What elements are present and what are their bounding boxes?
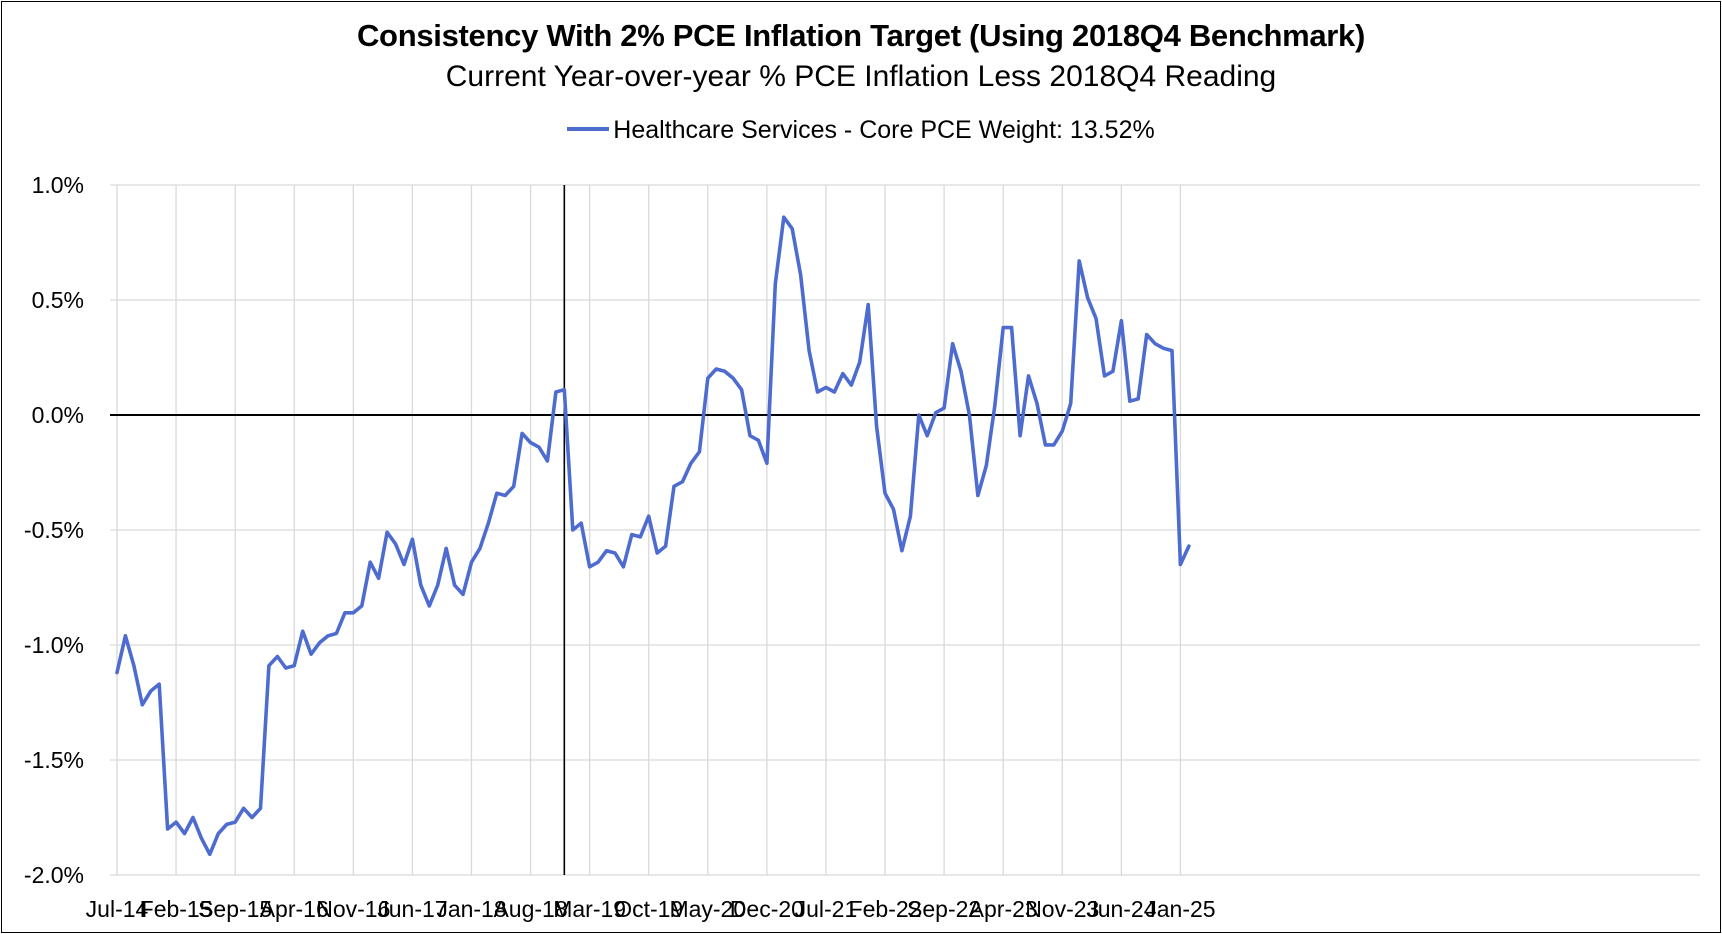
- y-tick-label: 0.0%: [32, 402, 84, 428]
- y-tick-label: 1.0%: [32, 172, 84, 198]
- x-tick-label: Nov-16: [316, 896, 390, 922]
- x-tick-label: Sep-22: [907, 896, 981, 922]
- x-tick-label: Jun-24: [1086, 896, 1157, 922]
- y-tick-label: 0.5%: [32, 287, 84, 313]
- x-tick-label: Jul-21: [795, 896, 858, 922]
- chart-title: Consistency With 2% PCE Inflation Target…: [356, 18, 1366, 53]
- x-tick-label: Feb-22: [849, 896, 922, 922]
- x-tick-label: Feb-15: [140, 896, 213, 922]
- legend-swatch: [567, 127, 610, 132]
- chart-subtitle: Current Year-over-year % PCE Inflation L…: [445, 60, 1277, 93]
- x-tick-label: Apr-23: [969, 896, 1038, 922]
- x-tick-label: Sep-15: [198, 896, 272, 922]
- x-tick-label: Jan-25: [1145, 896, 1215, 922]
- x-tick-label: Mar-19: [553, 896, 626, 922]
- legend-label: Healthcare Services - Core PCE Weight: 1…: [613, 116, 1155, 144]
- y-tick-label: -0.5%: [24, 517, 84, 543]
- x-tick-label: Oct-19: [614, 896, 683, 922]
- x-tick-label: Jun-17: [377, 896, 447, 922]
- x-tick-label: Jan-18: [436, 896, 506, 922]
- series-line: [115, 215, 1191, 857]
- x-tick-label: Aug-18: [493, 896, 567, 922]
- x-tick-label: May-20: [669, 896, 746, 922]
- x-tick-label: Dec-20: [730, 896, 804, 922]
- x-tick-label: Nov-23: [1025, 896, 1099, 922]
- y-tick-label: -1.0%: [24, 632, 84, 658]
- y-tick-label: -1.5%: [24, 747, 84, 773]
- x-tick-label: Jul-14: [86, 896, 149, 922]
- y-tick-label: -2.0%: [24, 862, 84, 888]
- chart-legend: Healthcare Services - Core PCE Weight: 1…: [0, 116, 1722, 145]
- x-tick-label: Apr-16: [260, 896, 329, 922]
